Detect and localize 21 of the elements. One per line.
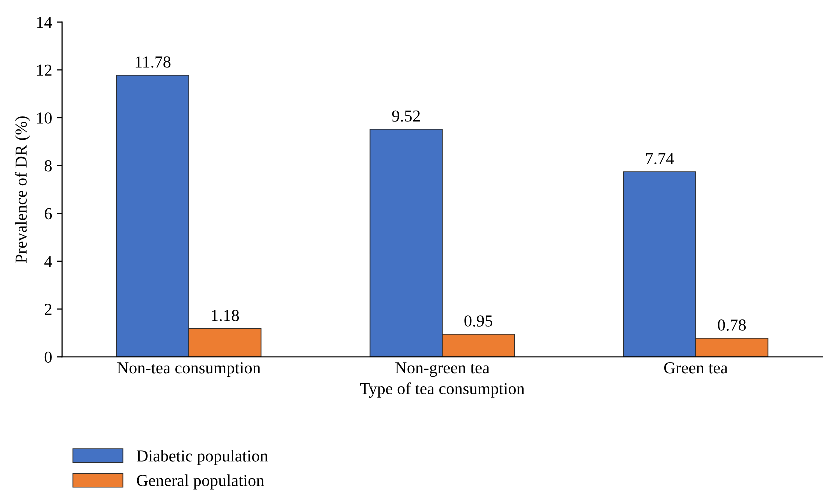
y-axis-title: Prevalence of DR (%) <box>15 116 30 264</box>
x-tick-label: Green tea <box>664 362 728 374</box>
data-label: 1.18 <box>212 310 240 322</box>
y-tick-label: 8 <box>44 160 52 172</box>
data-label: 11.78 <box>136 56 171 68</box>
y-tick-label: 6 <box>44 208 52 220</box>
x-axis-title: Type of tea consumption <box>360 382 525 398</box>
y-tick-label: 14 <box>37 17 52 28</box>
y-tick-label: 12 <box>37 64 52 76</box>
x-tick-label: Non-green tea <box>396 362 490 378</box>
y-tick-label: 2 <box>45 304 52 316</box>
y-tick-label: 0 <box>44 352 52 364</box>
y-tick-label: 10 <box>37 112 52 124</box>
legend-label: General population <box>137 474 264 490</box>
legend-label: Diabetic population <box>136 450 268 466</box>
x-tick-label: Non-tea consumption <box>118 362 261 378</box>
data-label: 0.78 <box>718 320 746 331</box>
data-label: 9.52 <box>392 110 420 122</box>
data-label: 7.74 <box>646 153 674 165</box>
data-label: 0.95 <box>464 316 493 327</box>
y-tick-label: 4 <box>44 256 52 268</box>
